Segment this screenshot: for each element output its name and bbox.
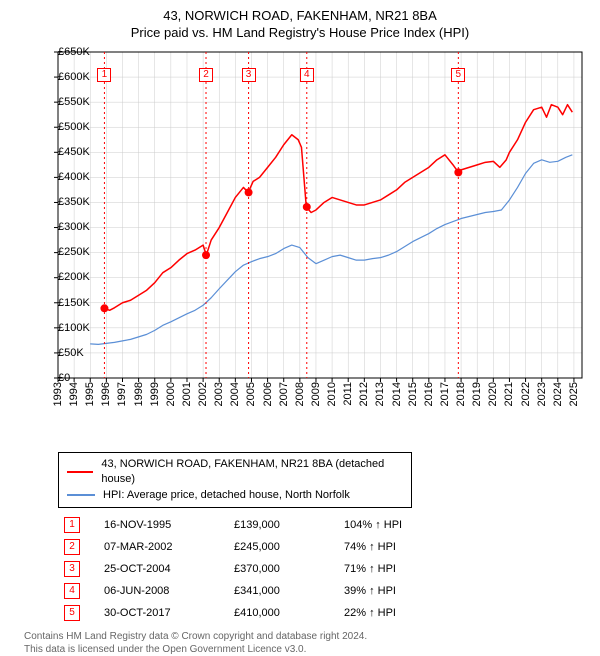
tx-marker-box: 5 — [451, 68, 465, 82]
x-tick-label: 2011 — [342, 382, 354, 406]
tx-marker-box: 4 — [300, 68, 314, 82]
title-line-1: 43, NORWICH ROAD, FAKENHAM, NR21 8BA — [12, 8, 588, 25]
x-tick-label: 2010 — [326, 382, 338, 406]
x-tick-label: 2002 — [197, 382, 209, 406]
table-row: 5 30-OCT-2017£410,00022% ↑ HPI — [58, 602, 558, 624]
chart-area: £0£50K£100K£150K£200K£250K£300K£350K£400… — [12, 48, 588, 408]
tx-pct: 71% ↑ HPI — [338, 558, 558, 580]
chart-container: 43, NORWICH ROAD, FAKENHAM, NR21 8BA Pri… — [0, 0, 600, 650]
x-tick-label: 1994 — [68, 382, 80, 406]
x-tick-label: 2024 — [552, 382, 564, 406]
tx-number-box: 2 — [64, 539, 80, 555]
tx-pct: 22% ↑ HPI — [338, 602, 558, 624]
x-tick-label: 1999 — [149, 382, 161, 406]
x-tick-label: 2008 — [294, 382, 306, 406]
footer-line-2: This data is licensed under the Open Gov… — [24, 643, 576, 656]
tx-marker-box: 1 — [97, 68, 111, 82]
x-tick-label: 2022 — [520, 382, 532, 406]
x-tick-label: 2014 — [391, 382, 403, 406]
x-tick-label: 2005 — [245, 382, 257, 406]
tx-marker-box: 2 — [199, 68, 213, 82]
tx-number-box: 3 — [64, 561, 80, 577]
x-tick-label: 2004 — [229, 382, 241, 406]
x-tick-label: 1996 — [100, 382, 112, 406]
tx-date: 07-MAR-2002 — [98, 536, 228, 558]
table-row: 3 25-OCT-2004£370,00071% ↑ HPI — [58, 558, 558, 580]
tx-pct: 74% ↑ HPI — [338, 536, 558, 558]
x-tick-label: 2006 — [262, 382, 274, 406]
tx-date: 30-OCT-2017 — [98, 602, 228, 624]
x-tick-label: 1998 — [133, 382, 145, 406]
x-tick-label: 2003 — [213, 382, 225, 406]
legend-swatch — [67, 471, 93, 473]
tx-number-box: 1 — [64, 517, 80, 533]
transactions-table: 1 16-NOV-1995£139,000104% ↑ HPI 2 07-MAR-20… — [58, 514, 558, 624]
tx-pct: 39% ↑ HPI — [338, 580, 558, 602]
legend-label: HPI: Average price, detached house, Nort… — [103, 488, 350, 503]
x-tick-label: 2000 — [165, 382, 177, 406]
x-tick-label: 2025 — [568, 382, 580, 406]
chart-svg — [12, 48, 588, 408]
tx-number-box: 5 — [64, 605, 80, 621]
tx-price: £139,000 — [228, 514, 338, 536]
x-tick-label: 2018 — [455, 382, 467, 406]
x-tick-label: 2009 — [310, 382, 322, 406]
legend-swatch — [67, 494, 95, 496]
x-tick-label: 2001 — [181, 382, 193, 406]
table-row: 2 07-MAR-2002£245,00074% ↑ HPI — [58, 536, 558, 558]
tx-price: £410,000 — [228, 602, 338, 624]
x-tick-label: 2012 — [358, 382, 370, 406]
tx-price: £245,000 — [228, 536, 338, 558]
legend: 43, NORWICH ROAD, FAKENHAM, NR21 8BA (de… — [58, 452, 412, 508]
tx-pct: 104% ↑ HPI — [338, 514, 558, 536]
x-tick-label: 2021 — [503, 382, 515, 406]
x-tick-label: 2017 — [439, 382, 451, 406]
x-tick-label: 2019 — [471, 382, 483, 406]
x-tick-label: 1997 — [116, 382, 128, 406]
tx-marker-box: 3 — [242, 68, 256, 82]
x-tick-label: 2023 — [536, 382, 548, 406]
x-tick-label: 2013 — [374, 382, 386, 406]
title-line-2: Price paid vs. HM Land Registry's House … — [12, 25, 588, 42]
title-block: 43, NORWICH ROAD, FAKENHAM, NR21 8BA Pri… — [12, 8, 588, 42]
tx-date: 06-JUN-2008 — [98, 580, 228, 602]
tx-date: 25-OCT-2004 — [98, 558, 228, 580]
footer-line-1: Contains HM Land Registry data © Crown c… — [24, 630, 576, 643]
x-tick-label: 2020 — [487, 382, 499, 406]
legend-label: 43, NORWICH ROAD, FAKENHAM, NR21 8BA (de… — [101, 457, 403, 488]
x-tick-label: 2016 — [423, 382, 435, 406]
tx-date: 16-NOV-1995 — [98, 514, 228, 536]
x-tick-label: 2015 — [407, 382, 419, 406]
x-tick-label: 1995 — [84, 382, 96, 406]
legend-row: HPI: Average price, detached house, Nort… — [67, 488, 403, 503]
footer: Contains HM Land Registry data © Crown c… — [24, 630, 576, 656]
x-tick-label: 2007 — [278, 382, 290, 406]
tx-number-box: 4 — [64, 583, 80, 599]
tx-price: £370,000 — [228, 558, 338, 580]
tx-price: £341,000 — [228, 580, 338, 602]
legend-row: 43, NORWICH ROAD, FAKENHAM, NR21 8BA (de… — [67, 457, 403, 488]
x-tick-label: 1993 — [52, 382, 64, 406]
table-row: 1 16-NOV-1995£139,000104% ↑ HPI — [58, 514, 558, 536]
table-row: 4 06-JUN-2008£341,00039% ↑ HPI — [58, 580, 558, 602]
